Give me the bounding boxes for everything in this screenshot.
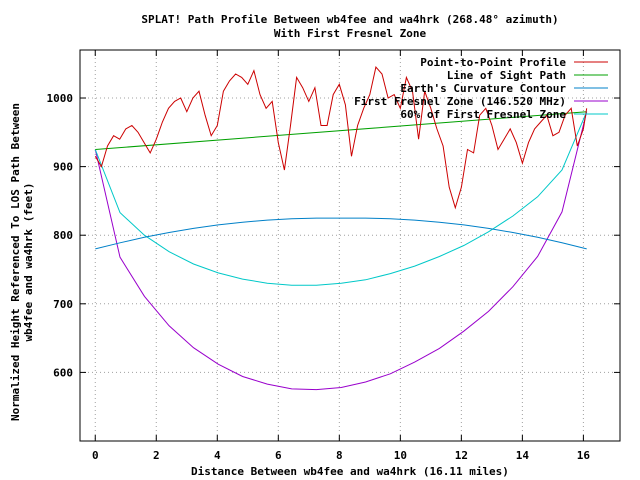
x-axis-label: Distance Between wb4fee and wa4hrk (16.1…: [191, 465, 509, 478]
y-tick-label: 1000: [47, 92, 74, 105]
x-tick-label: 0: [92, 449, 99, 462]
legend-label-4: 60% of First Fresnel Zone: [400, 108, 566, 121]
chart-title: SPLAT! Path Profile Between wb4fee and w…: [141, 13, 558, 26]
x-tick-label: 14: [516, 449, 530, 462]
y-tick-label: 600: [53, 366, 73, 379]
series-line-4: [94, 111, 588, 286]
series-line-3: [94, 111, 588, 391]
series-lines: [94, 66, 588, 391]
y-axis-label-line-2: wb4fee and wa4hrk (feet): [22, 183, 35, 342]
series-line-0: [94, 66, 588, 210]
x-tick-label: 6: [275, 449, 282, 462]
legend-label-3: First Fresnel Zone (146.520 MHz): [354, 95, 566, 108]
legend-label-1: Line of Sight Path: [447, 69, 566, 82]
x-tick-label: 4: [214, 449, 221, 462]
y-tick-label: 800: [53, 229, 73, 242]
y-tick-label: 900: [53, 161, 73, 174]
y-axis-label: Normalized Height Referenced To LOS Path…: [9, 103, 35, 421]
legend-label-0: Point-to-Point Profile: [420, 56, 566, 69]
axis-ticks: 0 2 4 6 8 10 12 14 16 600 700 800 900 1000: [47, 50, 620, 462]
series-line-2: [95, 217, 587, 250]
y-tick-label: 700: [53, 298, 73, 311]
x-tick-label: 8: [336, 449, 343, 462]
x-tick-label: 12: [455, 449, 468, 462]
x-tick-label: 2: [153, 449, 160, 462]
plot-frame: [79, 49, 621, 442]
x-tick-label: 16: [577, 449, 591, 462]
chart-subtitle: With First Fresnel Zone: [274, 27, 427, 40]
y-axis-label-line-1: Normalized Height Referenced To LOS Path…: [9, 103, 22, 421]
series-line-1: [95, 111, 587, 150]
legend-label-2: Earth's Curvature Contour: [400, 82, 566, 95]
x-tick-label: 10: [394, 449, 407, 462]
